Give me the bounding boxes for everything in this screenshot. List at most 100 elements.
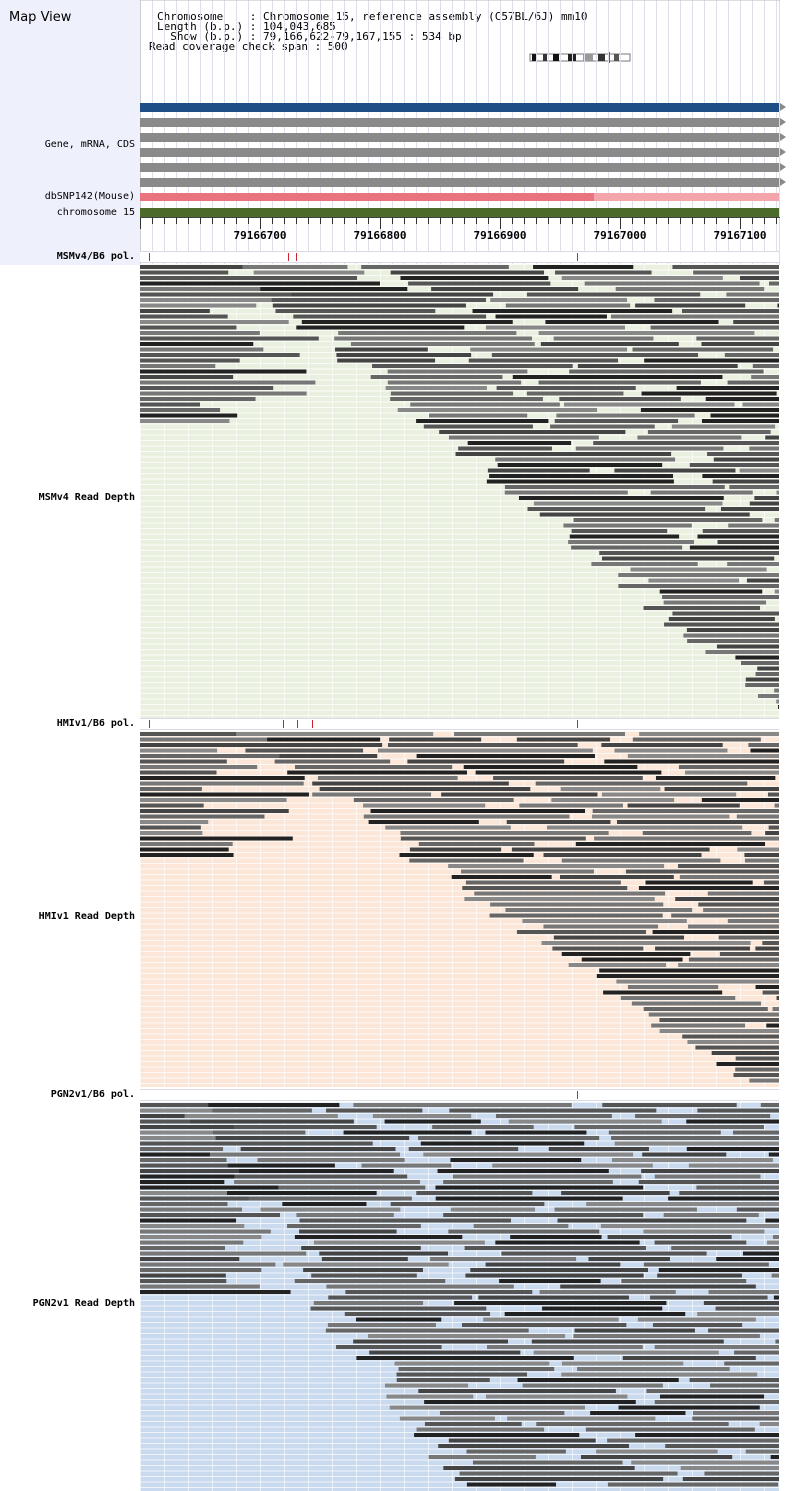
read-alignment	[140, 419, 230, 423]
read-alignment	[140, 1290, 291, 1294]
read-alignment	[728, 523, 779, 528]
read-alignment	[140, 759, 227, 764]
read-alignment	[663, 1213, 759, 1217]
read-alignment	[577, 364, 738, 368]
msm-read-depth-panel[interactable]	[140, 264, 779, 719]
read-alignment	[140, 836, 293, 841]
read-alignment	[592, 814, 730, 819]
read-alignment	[776, 699, 779, 704]
read-alignment	[724, 353, 779, 357]
read-alignment	[600, 1224, 779, 1228]
read-alignment	[140, 298, 289, 302]
read-alignment	[650, 1295, 768, 1300]
read-alignment	[686, 1147, 779, 1151]
mrna-bar[interactable]	[140, 148, 786, 157]
read-alignment	[614, 468, 736, 473]
read-alignment	[607, 1235, 732, 1239]
read-alignment	[505, 908, 693, 912]
read-alignment	[593, 441, 779, 445]
read-alignment	[664, 787, 779, 791]
snp-marker	[577, 720, 578, 728]
hmi-depth-label: HMIv1 Read Depth	[38, 911, 135, 922]
read-alignment	[681, 309, 779, 313]
mrna-bar[interactable]	[140, 133, 786, 142]
read-alignment	[735, 655, 779, 660]
read-alignment	[140, 1147, 224, 1151]
read-alignment	[733, 1130, 779, 1135]
read-alignment	[409, 847, 502, 852]
hmi-polymorphism-row[interactable]	[140, 718, 779, 730]
read-alignment	[671, 913, 779, 918]
read-alignment	[533, 1350, 719, 1355]
ideogram-band	[583, 54, 593, 61]
read-alignment	[489, 913, 663, 918]
read-alignment	[688, 957, 779, 962]
read-alignment	[607, 1438, 779, 1443]
read-alignment	[508, 1119, 662, 1124]
read-alignment	[465, 880, 621, 885]
snp-marker	[149, 253, 150, 261]
read-alignment	[439, 430, 626, 434]
read-alignment	[697, 1312, 779, 1316]
read-alignment	[775, 1339, 779, 1344]
read-alignment	[140, 754, 286, 758]
pgn-snp-markers	[577, 1091, 578, 1099]
read-alignment	[450, 1207, 535, 1212]
read-alignment	[758, 694, 779, 698]
read-alignment	[140, 380, 316, 385]
read-alignment	[705, 650, 779, 654]
pgn-read-depth-panel[interactable]	[140, 1102, 779, 1491]
read-alignment	[658, 1268, 779, 1272]
read-alignment	[776, 996, 779, 1000]
read-alignment	[326, 1284, 514, 1289]
read-alignment	[768, 825, 779, 830]
msm-polymorphism-row[interactable]	[140, 251, 779, 263]
read-alignment	[682, 1477, 779, 1481]
hmi-read-depth-panel[interactable]	[140, 731, 779, 1087]
read-alignment	[776, 490, 779, 495]
read-alignment	[492, 1163, 653, 1168]
read-alignment	[665, 1444, 779, 1448]
read-alignment	[505, 303, 631, 308]
read-alignment	[504, 490, 628, 495]
read-alignment	[744, 853, 779, 857]
read-alignment	[437, 1169, 609, 1173]
read-alignment	[614, 748, 728, 753]
read-alignment	[560, 787, 661, 791]
ideogram-body	[529, 53, 631, 62]
read-alignment	[696, 336, 779, 341]
read-alignment	[301, 1246, 421, 1250]
read-alignment	[517, 1378, 679, 1382]
read-alignment	[398, 1367, 555, 1371]
cds-bar[interactable]	[140, 178, 786, 187]
read-alignment	[140, 1191, 282, 1195]
read-alignment	[689, 1378, 779, 1382]
read-alignment	[257, 1158, 405, 1162]
read-alignment	[459, 1471, 678, 1476]
read-alignment	[577, 1367, 730, 1371]
read-alignment	[686, 1119, 779, 1124]
read-alignment	[449, 1108, 657, 1113]
read-alignment	[452, 1174, 642, 1179]
read-alignment	[599, 968, 779, 973]
mrna-bar[interactable]	[140, 118, 786, 127]
read-alignment	[416, 419, 549, 423]
read-alignment	[451, 875, 552, 879]
read-alignment	[701, 342, 779, 346]
read-alignment	[659, 589, 763, 594]
read-alignment	[485, 325, 625, 330]
read-alignment	[429, 413, 528, 418]
read-alignment	[140, 1257, 240, 1261]
gene-bar[interactable]	[140, 103, 786, 112]
read-alignment	[692, 1416, 779, 1421]
read-alignment	[531, 1339, 724, 1344]
msm-depth-label: MSMv4 Read Depth	[38, 492, 135, 503]
read-alignment	[563, 523, 692, 528]
read-alignment	[652, 930, 779, 934]
chromosome-bar[interactable]	[140, 208, 779, 217]
read-alignment	[535, 781, 748, 786]
cds-bar[interactable]	[140, 163, 786, 172]
pgn-polymorphism-row[interactable]	[140, 1089, 779, 1101]
read-alignment	[757, 666, 779, 671]
read-alignment	[679, 1191, 779, 1195]
